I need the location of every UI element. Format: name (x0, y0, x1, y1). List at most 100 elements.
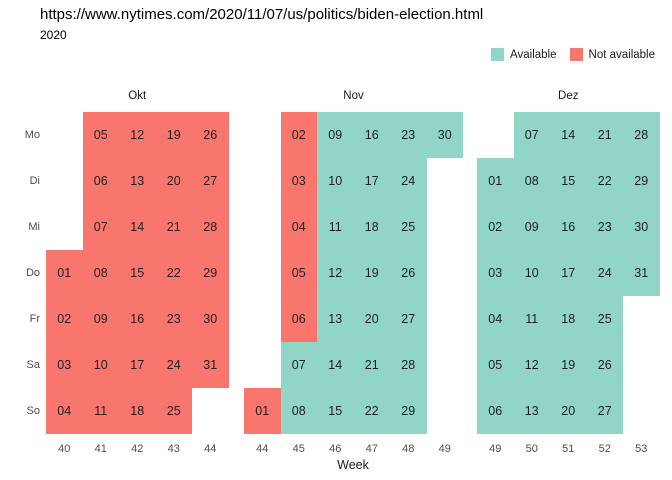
day-cell: 23 (155, 296, 192, 342)
week-label: 49 (438, 443, 451, 455)
day-cell: 29 (623, 158, 660, 204)
day-cell: 18 (353, 204, 390, 250)
legend-item-av: Available (491, 48, 557, 61)
day-cell: 01 (244, 388, 281, 434)
year-label: 2020 (40, 28, 67, 42)
day-cell: 10 (317, 158, 354, 204)
day-cell: 11 (82, 388, 119, 434)
weekday-label-so: So (26, 404, 40, 417)
day-cell: 27 (192, 158, 229, 204)
day-cell: 01 (477, 158, 514, 204)
week-label: 49 (489, 443, 502, 455)
legend-label: Available (510, 48, 557, 61)
day-cell: 08 (280, 388, 317, 434)
day-cell: 24 (586, 250, 623, 296)
day-cell: 08 (513, 158, 550, 204)
week-label: 43 (167, 443, 180, 455)
legend-label: Not available (588, 48, 655, 61)
week-label: 53 (635, 443, 648, 455)
day-cell: 24 (155, 342, 192, 388)
day-cell: 07 (280, 342, 317, 388)
day-cell: 02 (477, 204, 514, 250)
week-label: 44 (204, 443, 217, 455)
day-cell: 12 (119, 112, 156, 158)
day-cell: 19 (155, 112, 192, 158)
day-cell: 13 (513, 388, 550, 434)
day-cell: 09 (82, 296, 119, 342)
weekday-label-mo: Mo (24, 128, 40, 141)
day-cell: 25 (586, 296, 623, 342)
day-cell: 08 (82, 250, 119, 296)
day-cell: 06 (280, 296, 317, 342)
week-label: 46 (329, 443, 342, 455)
day-cell: 13 (317, 296, 354, 342)
day-cell: 27 (390, 296, 427, 342)
day-cell: 18 (119, 388, 156, 434)
day-cell: 11 (513, 296, 550, 342)
day-cell: 05 (280, 250, 317, 296)
week-label: 40 (58, 443, 71, 455)
url-title: https://www.nytimes.com/2020/11/07/us/po… (40, 6, 484, 23)
day-cell: 03 (46, 342, 83, 388)
day-cell: 16 (550, 204, 587, 250)
calendar-panel-nov: 01 02 03 04 05 06 07 08 09 10 11 12 13 14 15 16 17 18 19 20… (244, 112, 463, 434)
day-cell: 26 (586, 342, 623, 388)
day-cell: 02 (46, 296, 83, 342)
day-cell: 16 (353, 112, 390, 158)
week-label: 41 (94, 443, 107, 455)
day-cell: 31 (623, 250, 660, 296)
day-cell: 17 (353, 158, 390, 204)
day-cell: 03 (477, 250, 514, 296)
day-cell: 18 (550, 296, 587, 342)
day-cell: 14 (119, 204, 156, 250)
day-cell: 20 (550, 388, 587, 434)
day-cell: 26 (390, 250, 427, 296)
week-label: 50 (525, 443, 538, 455)
day-cell: 17 (119, 342, 156, 388)
day-cell: 30 (192, 296, 229, 342)
day-cell: 06 (82, 158, 119, 204)
day-cell: 29 (390, 388, 427, 434)
weekday-label-do: Do (25, 266, 40, 279)
day-cell: 28 (390, 342, 427, 388)
week-label: 47 (365, 443, 378, 455)
day-cell: 22 (353, 388, 390, 434)
weekday-label-di: Di (29, 174, 40, 187)
day-cell: 23 (390, 112, 427, 158)
day-cell: 25 (155, 388, 192, 434)
weekday-label-fr: Fr (29, 312, 40, 325)
day-cell: 16 (119, 296, 156, 342)
day-cell: 13 (119, 158, 156, 204)
weekday-label-mi: Mi (28, 220, 40, 233)
day-cell: 14 (317, 342, 354, 388)
week-label: 42 (131, 443, 144, 455)
day-cell: 22 (586, 158, 623, 204)
calendar-panel-dez: 01 02 03 04 05 06 07 08 09 10 11 12 13 14 15 16 17 18 19 20… (477, 112, 660, 434)
legend-swatch-na (569, 48, 583, 61)
day-cell: 10 (82, 342, 119, 388)
day-cell: 02 (280, 112, 317, 158)
day-cell: 19 (550, 342, 587, 388)
day-cell: 15 (317, 388, 354, 434)
day-cell: 01 (46, 250, 83, 296)
month-header-okt: Okt (128, 90, 147, 102)
day-cell: 22 (155, 250, 192, 296)
day-cell: 21 (155, 204, 192, 250)
day-cell: 03 (280, 158, 317, 204)
day-cell: 30 (426, 112, 463, 158)
day-cell: 06 (477, 388, 514, 434)
day-cell: 28 (192, 204, 229, 250)
week-label: 45 (292, 443, 305, 455)
day-cell: 15 (119, 250, 156, 296)
day-cell: 20 (353, 296, 390, 342)
day-cell: 12 (317, 250, 354, 296)
day-cell: 05 (82, 112, 119, 158)
day-cell: 28 (623, 112, 660, 158)
week-label: 48 (402, 443, 415, 455)
day-cell: 07 (513, 112, 550, 158)
week-label: 51 (562, 443, 575, 455)
day-cell: 05 (477, 342, 514, 388)
day-cell: 04 (477, 296, 514, 342)
day-cell: 19 (353, 250, 390, 296)
legend: Available Not available (491, 48, 655, 61)
